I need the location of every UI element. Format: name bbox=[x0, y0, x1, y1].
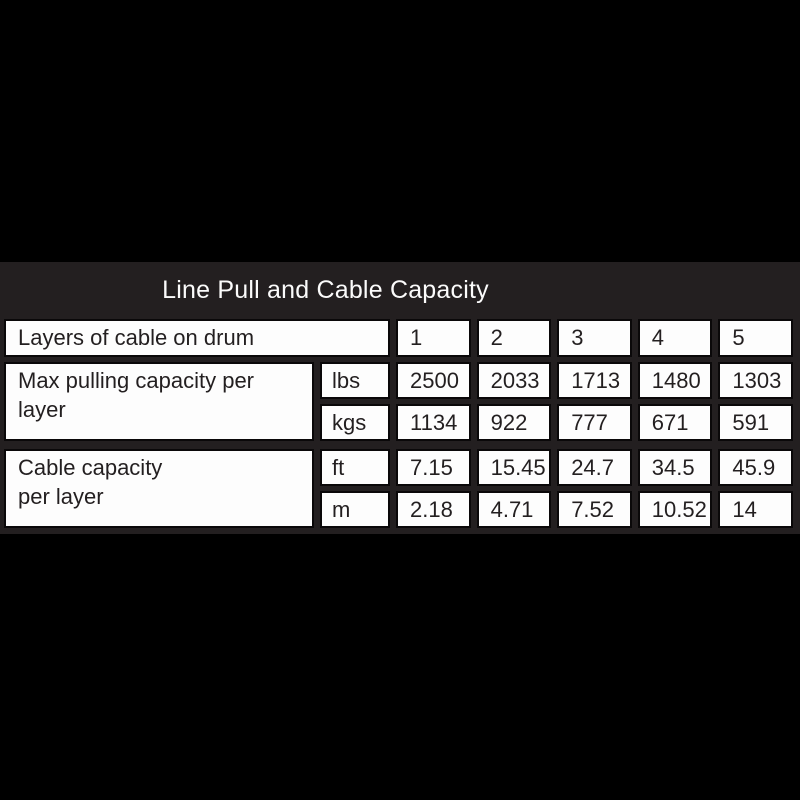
max-pulling-capacity-label: Max pulling capacity per layer bbox=[4, 362, 314, 441]
ft-value-cell: 34.5 bbox=[637, 449, 713, 486]
unit-cell-ft: ft bbox=[320, 449, 390, 486]
m-value-cell: 7.52 bbox=[557, 491, 632, 528]
kgs-value-cell: 922 bbox=[476, 404, 552, 441]
line-pull-capacity-table: Line Pull and Cable Capacity Layers of c… bbox=[0, 262, 800, 534]
ft-value-cell: 45.9 bbox=[718, 449, 793, 486]
m-value-cell: 14 bbox=[718, 491, 793, 528]
lbs-value-cell: 1303 bbox=[718, 362, 793, 399]
m-value-cell: 2.18 bbox=[396, 491, 471, 528]
layers-row-label: Layers of cable on drum bbox=[4, 319, 390, 357]
ft-value-cell: 15.45 bbox=[476, 449, 552, 486]
layer-number-cell: 5 bbox=[718, 319, 793, 357]
layer-number-cell: 2 bbox=[476, 319, 552, 357]
lbs-value-cell: 1713 bbox=[557, 362, 632, 399]
ft-value-cell: 24.7 bbox=[557, 449, 632, 486]
layer-number-cell: 4 bbox=[637, 319, 713, 357]
table-title: Line Pull and Cable Capacity bbox=[162, 276, 489, 304]
kgs-value-cell: 671 bbox=[637, 404, 713, 441]
m-value-cell: 10.52 bbox=[637, 491, 713, 528]
m-value-cell: 4.71 bbox=[476, 491, 552, 528]
cable-capacity-label: Cable capacity per layer bbox=[4, 449, 314, 528]
layer-number-cell: 3 bbox=[557, 319, 632, 357]
ft-value-cell: 7.15 bbox=[396, 449, 471, 486]
kgs-value-cell: 777 bbox=[557, 404, 632, 441]
kgs-value-cell: 1134 bbox=[396, 404, 471, 441]
lbs-value-cell: 2033 bbox=[476, 362, 552, 399]
unit-cell-kgs: kgs bbox=[320, 404, 390, 441]
max-pulling-capacity-group: Max pulling capacity per layer lbs 2500 … bbox=[4, 362, 793, 441]
lbs-value-cell: 2500 bbox=[396, 362, 471, 399]
layer-number-cell: 1 bbox=[396, 319, 471, 357]
unit-cell-m: m bbox=[320, 491, 390, 528]
cable-capacity-group: Cable capacity per layer ft 7.15 15.45 2… bbox=[4, 449, 793, 528]
lbs-value-cell: 1480 bbox=[637, 362, 713, 399]
kgs-value-cell: 591 bbox=[718, 404, 793, 441]
layers-header-row: Layers of cable on drum 1 2 3 4 5 bbox=[4, 319, 793, 357]
unit-cell-lbs: lbs bbox=[320, 362, 390, 399]
